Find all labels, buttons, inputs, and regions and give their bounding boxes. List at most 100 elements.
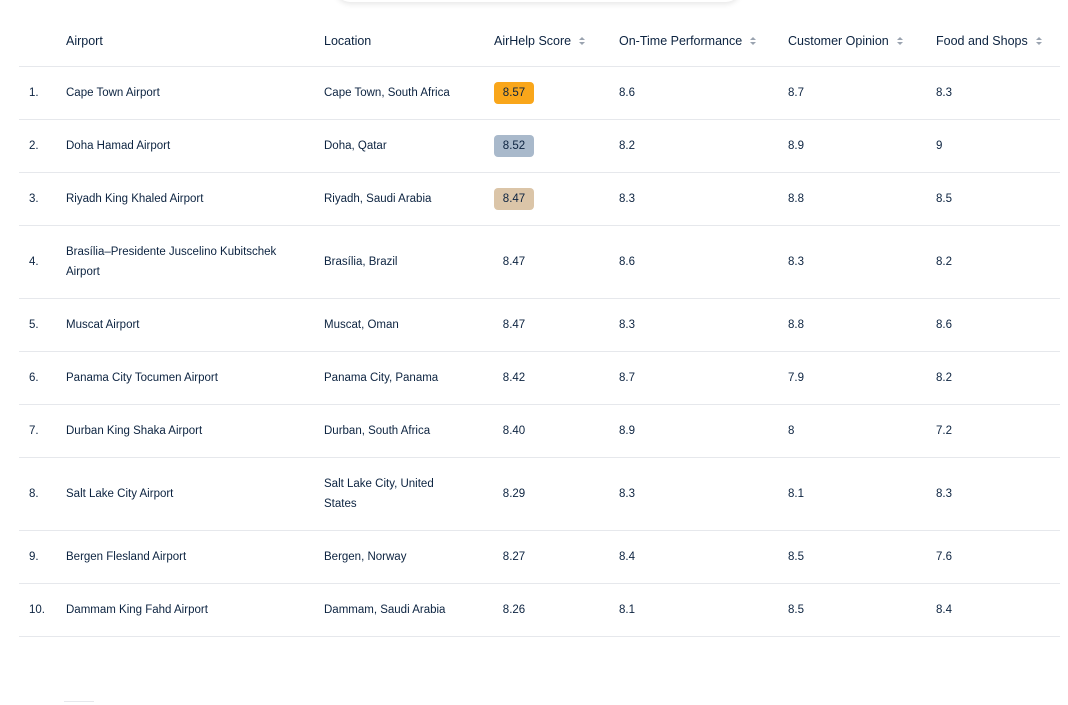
rank-cell: 7. <box>19 404 66 458</box>
score-cell: 8.26 <box>494 583 619 637</box>
score-value: 8.29 <box>502 488 526 500</box>
header-opinion-label: Customer Opinion <box>788 34 889 48</box>
table-row: 1. Cape Town Airport Cape Town, South Af… <box>19 66 1060 120</box>
location-cell: Dammam, Saudi Arabia <box>324 583 494 637</box>
location-cell: Muscat, Oman <box>324 298 494 352</box>
location-cell: Salt Lake City, United States <box>324 457 494 531</box>
floating-search-bar-edge <box>336 0 740 2</box>
on-time-cell: 8.7 <box>619 351 788 405</box>
food-cell: 7.2 <box>936 404 1060 458</box>
on-time-cell: 8.3 <box>619 172 788 226</box>
table-row: 4. Brasília–Presidente Juscelino Kubitsc… <box>19 225 1060 299</box>
rank-cell: 10. <box>19 583 66 637</box>
sort-icon <box>750 37 757 45</box>
table-row: 10. Dammam King Fahd Airport Dammam, Sau… <box>19 583 1060 637</box>
rank-cell: 4. <box>19 225 66 299</box>
on-time-cell: 8.6 <box>619 225 788 299</box>
header-airhelp-score[interactable]: AirHelp Score <box>494 16 619 67</box>
score-cell: 8.47 <box>494 298 619 352</box>
airport-name-cell: Cape Town Airport <box>66 66 324 120</box>
airport-name-cell: Panama City Tocumen Airport <box>66 351 324 405</box>
food-cell: 8.4 <box>936 583 1060 637</box>
airport-name-cell: Durban King Shaka Airport <box>66 404 324 458</box>
rank-cell: 6. <box>19 351 66 405</box>
opinion-cell: 7.9 <box>788 351 936 405</box>
food-cell: 9 <box>936 119 1060 173</box>
score-value: 8.27 <box>502 551 526 563</box>
score-cell: 8.57 <box>494 66 619 120</box>
location-cell: Panama City, Panama <box>324 351 494 405</box>
opinion-cell: 8.5 <box>788 530 936 584</box>
header-score-label: AirHelp Score <box>494 34 572 48</box>
location-cell: Doha, Qatar <box>324 119 494 173</box>
opinion-cell: 8.8 <box>788 172 936 226</box>
on-time-cell: 8.6 <box>619 66 788 120</box>
airport-name-cell: Dammam King Fahd Airport <box>66 583 324 637</box>
airport-name-cell: Brasília–Presidente Juscelino Kubitschek… <box>66 225 324 299</box>
score-cell: 8.47 <box>494 172 619 226</box>
location-cell: Bergen, Norway <box>324 530 494 584</box>
header-location: Location <box>324 16 494 67</box>
score-badge-gold: 8.57 <box>494 82 534 104</box>
opinion-cell: 8.3 <box>788 225 936 299</box>
score-cell: 8.27 <box>494 530 619 584</box>
location-cell: Brasília, Brazil <box>324 225 494 299</box>
header-airport: Airport <box>66 16 324 67</box>
on-time-cell: 8.1 <box>619 583 788 637</box>
airport-name-cell: Bergen Flesland Airport <box>66 530 324 584</box>
on-time-cell: 8.3 <box>619 457 788 531</box>
airport-name-cell: Riyadh King Khaled Airport <box>66 172 324 226</box>
airport-name-cell: Salt Lake City Airport <box>66 457 324 531</box>
sort-icon <box>1035 37 1042 45</box>
header-food-label: Food and Shops <box>936 34 1028 48</box>
rank-cell: 9. <box>19 530 66 584</box>
table-row: 2. Doha Hamad Airport Doha, Qatar 8.52 8… <box>19 119 1060 173</box>
table-row: 3. Riyadh King Khaled Airport Riyadh, Sa… <box>19 172 1060 226</box>
header-customer-opinion[interactable]: Customer Opinion <box>788 16 936 67</box>
table-row: 6. Panama City Tocumen Airport Panama Ci… <box>19 351 1060 405</box>
food-cell: 8.3 <box>936 457 1060 531</box>
airport-ranking-table: Airport Location AirHelp Score On-Time P… <box>19 16 1060 637</box>
header-airport-label: Airport <box>66 34 103 48</box>
on-time-cell: 8.2 <box>619 119 788 173</box>
opinion-cell: 8.9 <box>788 119 936 173</box>
food-cell: 8.6 <box>936 298 1060 352</box>
header-on-time-performance[interactable]: On-Time Performance <box>619 16 788 67</box>
score-value: 8.42 <box>502 372 526 384</box>
score-value: 8.26 <box>502 604 526 616</box>
header-rank <box>19 16 66 67</box>
table-row: 9. Bergen Flesland Airport Bergen, Norwa… <box>19 530 1060 584</box>
opinion-cell: 8 <box>788 404 936 458</box>
airport-name-cell: Muscat Airport <box>66 298 324 352</box>
location-cell: Cape Town, South Africa <box>324 66 494 120</box>
header-on-time-label: On-Time Performance <box>619 34 743 48</box>
opinion-cell: 8.5 <box>788 583 936 637</box>
opinion-cell: 8.8 <box>788 298 936 352</box>
table-row: 5. Muscat Airport Muscat, Oman 8.47 8.3 … <box>19 298 1060 352</box>
opinion-cell: 8.7 <box>788 66 936 120</box>
rank-cell: 1. <box>19 66 66 120</box>
airport-name-cell: Doha Hamad Airport <box>66 119 324 173</box>
header-location-label: Location <box>324 34 372 48</box>
rank-cell: 5. <box>19 298 66 352</box>
score-cell: 8.47 <box>494 225 619 299</box>
header-food-and-shops[interactable]: Food and Shops <box>936 16 1060 67</box>
sort-icon <box>579 37 586 45</box>
food-cell: 8.5 <box>936 172 1060 226</box>
table-row: 8. Salt Lake City Airport Salt Lake City… <box>19 457 1060 531</box>
on-time-cell: 8.9 <box>619 404 788 458</box>
food-cell: 8.2 <box>936 225 1060 299</box>
opinion-cell: 8.1 <box>788 457 936 531</box>
score-badge-silver: 8.52 <box>494 135 534 157</box>
footer-divider <box>64 701 94 705</box>
score-value: 8.40 <box>502 425 526 437</box>
rank-cell: 3. <box>19 172 66 226</box>
food-cell: 8.3 <box>936 66 1060 120</box>
score-value: 8.47 <box>502 256 526 268</box>
table-row: 7. Durban King Shaka Airport Durban, Sou… <box>19 404 1060 458</box>
on-time-cell: 8.3 <box>619 298 788 352</box>
food-cell: 8.2 <box>936 351 1060 405</box>
score-cell: 8.29 <box>494 457 619 531</box>
rank-cell: 8. <box>19 457 66 531</box>
score-badge-bronze: 8.47 <box>494 188 534 210</box>
